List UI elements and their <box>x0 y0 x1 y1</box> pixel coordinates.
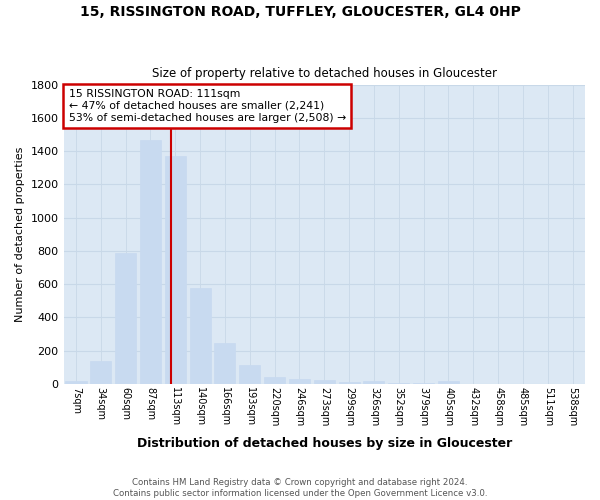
Bar <box>140 140 161 384</box>
Text: Contains HM Land Registry data © Crown copyright and database right 2024.
Contai: Contains HM Land Registry data © Crown c… <box>113 478 487 498</box>
Bar <box>65 381 86 384</box>
Bar <box>214 342 235 384</box>
Bar <box>115 252 136 384</box>
Bar <box>165 156 186 384</box>
Bar <box>190 288 211 384</box>
Bar <box>338 382 359 384</box>
Y-axis label: Number of detached properties: Number of detached properties <box>15 146 25 322</box>
Bar <box>364 381 385 384</box>
Bar <box>239 366 260 384</box>
Bar <box>438 380 459 384</box>
Title: Size of property relative to detached houses in Gloucester: Size of property relative to detached ho… <box>152 66 497 80</box>
X-axis label: Distribution of detached houses by size in Gloucester: Distribution of detached houses by size … <box>137 437 512 450</box>
Bar <box>289 379 310 384</box>
Text: 15, RISSINGTON ROAD, TUFFLEY, GLOUCESTER, GL4 0HP: 15, RISSINGTON ROAD, TUFFLEY, GLOUCESTER… <box>80 5 520 19</box>
Bar <box>314 380 335 384</box>
Bar <box>264 377 285 384</box>
Text: 15 RISSINGTON ROAD: 111sqm
← 47% of detached houses are smaller (2,241)
53% of s: 15 RISSINGTON ROAD: 111sqm ← 47% of deta… <box>69 90 346 122</box>
Bar <box>90 362 112 384</box>
